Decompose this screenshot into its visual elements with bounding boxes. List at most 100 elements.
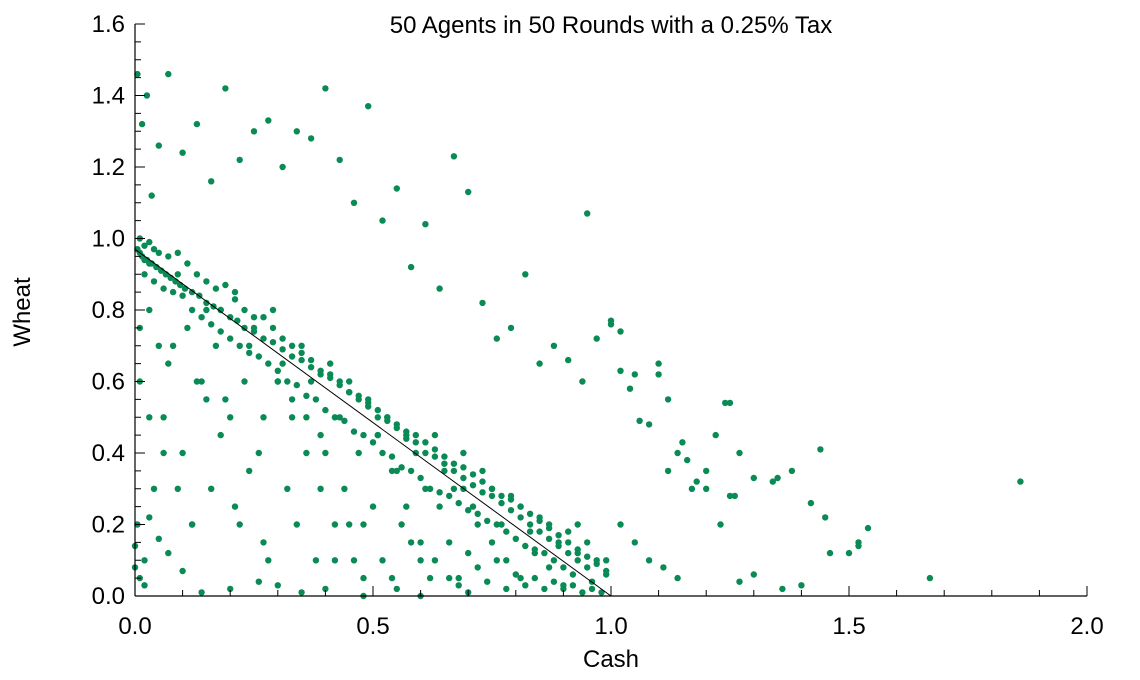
- data-point: [565, 356, 572, 364]
- data-point: [179, 449, 186, 457]
- data-point: [246, 342, 253, 349]
- data-point: [279, 346, 286, 353]
- data-point: [536, 360, 543, 367]
- data-point: [369, 439, 377, 446]
- data-point: [317, 367, 324, 374]
- data-point: [822, 514, 829, 521]
- data-point: [750, 474, 757, 482]
- data-point: [474, 510, 481, 517]
- data-point: [388, 453, 396, 460]
- data-point: [212, 342, 220, 349]
- data-point: [179, 292, 186, 299]
- data-point: [350, 199, 358, 206]
- data-point: [198, 314, 205, 321]
- data-point: [426, 485, 434, 492]
- data-point: [208, 321, 215, 328]
- data-point: [679, 439, 686, 446]
- data-point: [631, 371, 638, 378]
- data-point: [545, 564, 553, 571]
- data-point: [274, 378, 281, 385]
- data-point: [312, 557, 320, 564]
- data-point: [531, 549, 538, 557]
- data-point: [355, 392, 362, 399]
- data-point: [155, 249, 162, 256]
- data-point: [327, 371, 334, 378]
- data-point: [274, 367, 281, 374]
- data-point: [222, 396, 229, 403]
- data-point: [265, 360, 272, 367]
- y-tick-label: 1.0: [92, 226, 125, 253]
- data-point: [279, 360, 286, 367]
- x-tick-label: 1.5: [832, 613, 865, 640]
- data-point: [141, 271, 148, 278]
- y-tick-label: 1.2: [92, 154, 125, 181]
- data-point: [736, 449, 743, 457]
- data-point: [336, 156, 343, 164]
- data-point: [307, 135, 315, 142]
- data-point: [307, 378, 315, 385]
- data-point: [574, 549, 581, 557]
- data-point: [398, 521, 405, 528]
- data-point: [284, 485, 291, 492]
- data-point: [227, 585, 234, 593]
- x-tick-label: 0.5: [356, 613, 389, 640]
- data-point: [498, 492, 505, 500]
- data-point: [607, 317, 615, 324]
- data-point: [645, 557, 653, 564]
- data-point: [379, 449, 386, 457]
- data-point: [146, 414, 153, 421]
- x-tick-label: 1.0: [594, 613, 627, 640]
- data-point: [926, 574, 934, 582]
- data-point: [417, 539, 424, 546]
- data-point: [826, 549, 834, 557]
- data-point: [250, 314, 258, 321]
- data-point: [507, 492, 515, 500]
- data-point: [165, 360, 172, 367]
- data-point: [579, 378, 586, 385]
- data-point: [317, 485, 324, 492]
- data-point: [660, 564, 667, 571]
- data-point: [446, 574, 453, 582]
- data-point: [617, 521, 624, 528]
- data-point: [493, 557, 500, 564]
- data-point: [726, 399, 734, 407]
- data-point: [574, 557, 581, 564]
- fit-line-group: [134, 248, 612, 597]
- data-point: [293, 128, 300, 135]
- data-point: [417, 557, 424, 564]
- data-point: [193, 120, 201, 128]
- y-tick-label: 1.6: [92, 11, 125, 38]
- data-point: [798, 582, 805, 589]
- data-point: [636, 417, 643, 424]
- data-point: [550, 342, 558, 349]
- data-point: [517, 514, 524, 521]
- data-point: [431, 557, 439, 564]
- x-axis-label: Cash: [583, 646, 639, 673]
- x-tick-label: 0.0: [118, 613, 151, 640]
- data-point: [579, 589, 586, 596]
- data-point: [208, 485, 215, 492]
- data-point: [355, 449, 362, 457]
- data-point: [155, 142, 162, 149]
- data-point: [307, 356, 315, 364]
- data-point: [717, 521, 724, 528]
- data-point: [545, 521, 553, 528]
- data-point: [141, 557, 148, 564]
- fit-line: [134, 248, 612, 597]
- data-point: [436, 489, 443, 496]
- data-point: [188, 306, 196, 314]
- data-point: [265, 557, 272, 564]
- data-point: [455, 582, 462, 589]
- data-point: [512, 571, 519, 578]
- data-point: [503, 528, 510, 535]
- data-point: [174, 271, 181, 278]
- data-point: [198, 589, 205, 596]
- data-point: [631, 539, 638, 546]
- data-point: [165, 70, 172, 78]
- data-point: [274, 582, 281, 589]
- data-point: [160, 414, 167, 421]
- data-point: [584, 564, 591, 571]
- data-point: [341, 417, 348, 424]
- data-point: [603, 557, 610, 564]
- data-point: [360, 574, 367, 582]
